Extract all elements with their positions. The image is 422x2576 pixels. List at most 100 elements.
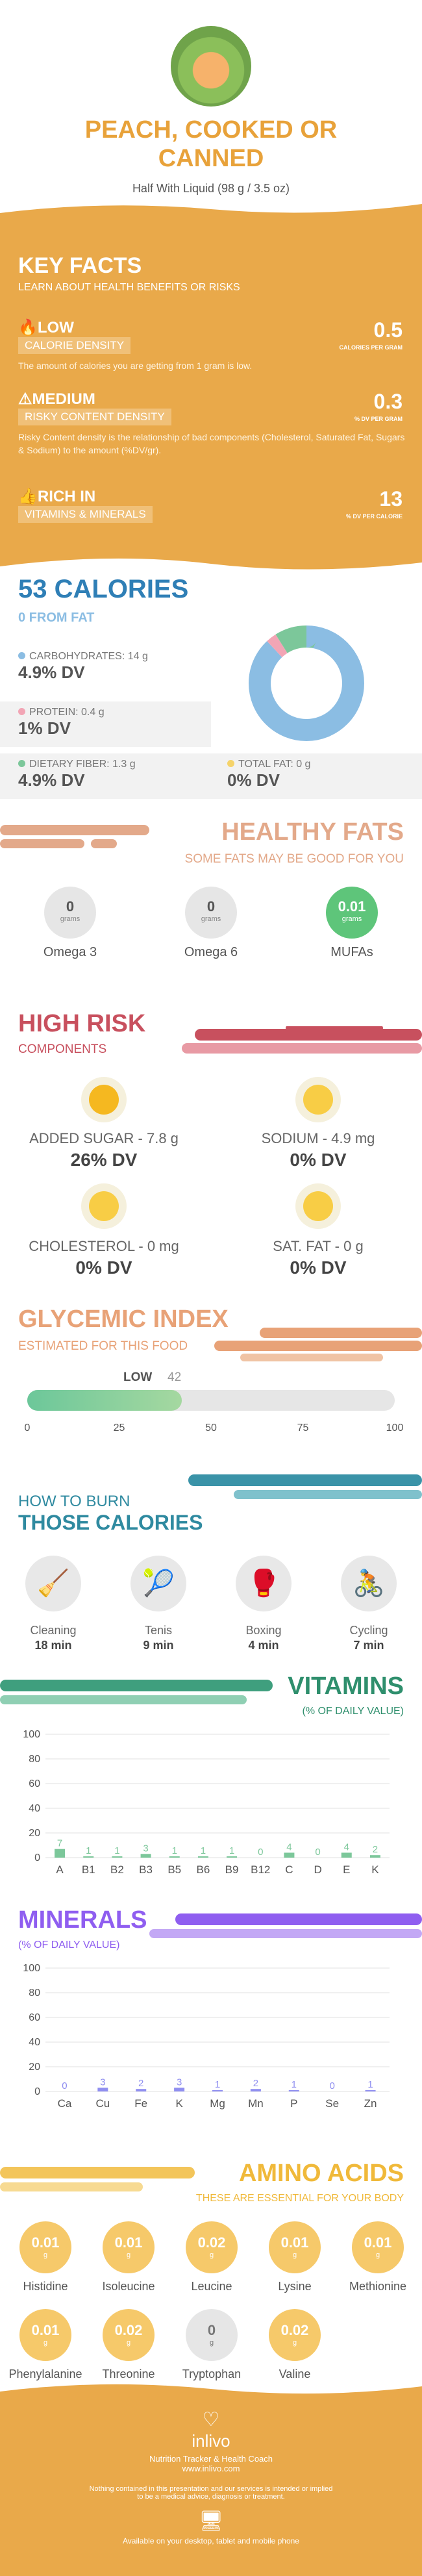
bar-Cu — [97, 2088, 108, 2091]
rich-value: 13 — [379, 487, 403, 511]
rich-level: RICH IN — [37, 488, 96, 505]
calorie-density-level: LOW — [37, 319, 74, 336]
x-tick-label: A — [56, 1863, 64, 1876]
y-tick-label: 100 — [23, 1729, 40, 1740]
bar-Mn — [250, 2089, 261, 2091]
burn-activity-name: Cycling — [349, 1624, 388, 1637]
vitamins-chart: 0 20 40 60 80 100 7 A 1 B1 1 B2 3 B3 1 B5 1 B6 1 B9 0 B12 4 C 0 D… — [23, 1729, 390, 1876]
x-tick-label: C — [285, 1863, 293, 1876]
fats-stripes — [0, 825, 149, 848]
calorie-density-row: 🔥LOW CALORIE DENSITY 0.5 CALORIES PER GR… — [18, 318, 408, 372]
footer-tagline: Nutrition Tracker & Health Coach — [149, 2454, 273, 2464]
amino-title: AMINO ACIDS — [238, 2160, 404, 2187]
bar-K — [174, 2088, 185, 2091]
protein-bg — [0, 701, 211, 747]
amino-unit: g — [43, 2339, 48, 2347]
amino-circle: 0.02 g — [186, 2221, 238, 2273]
amino-value: 0.02 — [280, 2322, 309, 2338]
mufa-circle: 0.01 grams — [326, 887, 378, 939]
omega6-unit: grams — [201, 915, 221, 923]
y-tick-label: 60 — [29, 2012, 40, 2023]
calorie-density-label: CALORIE DENSITY — [18, 337, 131, 354]
omega3-name: Omega 3 — [43, 945, 97, 959]
burn-activity-name: Boxing — [245, 1624, 282, 1637]
amino-name: Lysine — [278, 2280, 312, 2293]
protein-dv: 1% DV — [18, 718, 71, 738]
x-tick-label: B3 — [139, 1863, 153, 1876]
x-tick-label: B6 — [197, 1863, 210, 1876]
glycemic-fill — [27, 1390, 182, 1411]
bar-value-label: 3 — [100, 2077, 105, 2088]
amino-circle: 0.01 g — [103, 2221, 155, 2273]
burn-activity-time: 18 min — [34, 1639, 72, 1652]
bar-value-label: 7 — [57, 1838, 62, 1849]
risky-density-level: MEDIUM — [32, 390, 95, 408]
amino-unit: g — [43, 2251, 48, 2259]
bar-K — [369, 1855, 380, 1858]
thumbs-up-icon: 👍 — [18, 488, 38, 505]
amino-subtitle: THESE ARE ESSENTIAL FOR YOUR BODY — [195, 2193, 404, 2204]
fat-block: TOTAL FAT: 0 g 0% DV — [227, 759, 310, 790]
footer-disclaimer1: Nothing contained in this presentation a… — [89, 2485, 333, 2493]
amino-unit: g — [375, 2251, 380, 2259]
warning-icon: ⚠ — [18, 390, 32, 408]
added-sugar-face-icon — [81, 1077, 127, 1122]
calorie-density-desc: The amount of calories you are getting f… — [18, 360, 253, 371]
footer-disclaimer2: to be a medical advice, diagnosis or tre… — [137, 2493, 285, 2501]
boxing-icon: 🥊 — [236, 1556, 292, 1611]
vitamins-title: VITAMINS — [288, 1673, 404, 1700]
bar-A — [55, 1849, 66, 1858]
bar-value-label: 1 — [367, 2079, 373, 2090]
bar-P — [288, 2090, 299, 2091]
bar-E — [341, 1852, 352, 1858]
amino-circle: 0.02 g — [103, 2309, 155, 2361]
x-tick-label: K — [371, 1863, 379, 1876]
y-tick-label: 80 — [29, 1988, 40, 1999]
bar-value-label: 0 — [62, 2080, 67, 2091]
burn-activity-time: 4 min — [248, 1639, 279, 1652]
risky-density-desc: Risky Content density is the relationshi… — [18, 432, 405, 455]
burn-activity-name: Tenis — [144, 1624, 173, 1637]
serving-size: Half With Liquid (98 g / 3.5 oz) — [132, 182, 290, 195]
glycemic-value: 42 — [168, 1370, 182, 1384]
bar-value-label: 2 — [253, 2078, 258, 2089]
cholesterol-dv: 0% DV — [75, 1257, 132, 1278]
omega6-name: Omega 6 — [184, 945, 238, 959]
bar-B1 — [83, 1856, 94, 1858]
amino-value: 0.02 — [197, 2234, 226, 2251]
burn-title2: THOSE CALORIES — [18, 1511, 203, 1534]
fiber-dv: 4.9% DV — [18, 770, 85, 790]
mufa-unit: grams — [341, 915, 362, 923]
food-title-line2: CANNED — [158, 145, 264, 172]
vitamins-stripes — [0, 1680, 273, 1704]
y-tick-label: 100 — [23, 1963, 40, 1974]
x-tick-label: B1 — [82, 1863, 95, 1876]
bar-value-label: 1 — [229, 1845, 234, 1856]
x-tick-label: K — [175, 2097, 183, 2110]
fat-dot — [227, 760, 234, 767]
amino-name: Leucine — [191, 2280, 232, 2293]
omega3-value: 0 — [66, 898, 75, 915]
burn-activity-time: 7 min — [353, 1639, 384, 1652]
amino-circle: 0.01 g — [352, 2221, 404, 2273]
x-tick-label: Mg — [210, 2097, 225, 2110]
burn-stripes — [188, 1474, 422, 1499]
sat-fat-label: SAT. FAT - 0 g — [273, 1238, 364, 1254]
key-facts-title: KEY FACTS — [18, 253, 142, 278]
bar-value-label: 1 — [215, 2079, 220, 2090]
glycemic-tick: 50 — [205, 1422, 217, 1433]
fiber-label: DIETARY FIBER: 1.3 g — [29, 759, 136, 770]
amino-stripes — [0, 2167, 195, 2191]
bar-B9 — [227, 1856, 238, 1858]
footer-url[interactable]: www.inlivo.com — [182, 2464, 240, 2473]
donut-slice-carbs — [249, 625, 364, 741]
amino-unit: g — [292, 2251, 297, 2259]
amino-name: Histidine — [23, 2280, 68, 2293]
cycling-icon: 🚴 — [341, 1556, 397, 1611]
fats-subtitle: SOME FATS MAY BE GOOD FOR YOU — [184, 852, 404, 866]
amino-value: 0.01 — [31, 2322, 60, 2338]
bar-value-label: 1 — [114, 1845, 119, 1856]
y-tick-label: 40 — [29, 1803, 40, 1814]
x-tick-label: Fe — [134, 2097, 147, 2110]
